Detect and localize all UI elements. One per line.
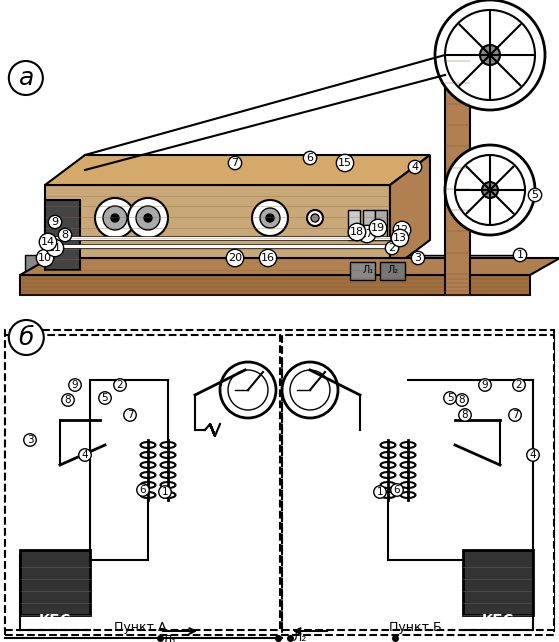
Polygon shape	[45, 155, 430, 185]
Text: 13: 13	[393, 233, 407, 243]
Polygon shape	[45, 200, 80, 270]
Text: 5: 5	[102, 393, 108, 403]
Text: 17: 17	[360, 229, 374, 239]
Text: 2: 2	[516, 380, 522, 390]
Bar	[375, 210, 387, 240]
Text: 3: 3	[27, 435, 34, 445]
Bar	[363, 210, 375, 240]
Text: 1: 1	[162, 487, 168, 497]
Text: 10: 10	[38, 253, 52, 263]
Bar	[5, 335, 280, 630]
Polygon shape	[390, 155, 430, 270]
Bar	[282, 335, 554, 630]
Text: 8: 8	[459, 395, 465, 405]
Text: Пункт Б: Пункт Б	[389, 621, 441, 634]
Text: 4: 4	[411, 162, 419, 172]
Text: 2: 2	[389, 243, 396, 253]
Text: 19: 19	[371, 223, 385, 233]
Polygon shape	[20, 258, 559, 275]
Text: 7: 7	[127, 410, 133, 420]
Text: КБС: КБС	[482, 613, 514, 627]
Text: 5: 5	[532, 190, 538, 200]
Circle shape	[111, 214, 119, 222]
Text: 20: 20	[228, 253, 242, 263]
Bar	[350, 262, 375, 280]
Text: 16: 16	[261, 253, 275, 263]
Circle shape	[311, 214, 319, 222]
Text: 6: 6	[140, 485, 146, 495]
Text: 9: 9	[482, 380, 489, 390]
Text: 14: 14	[41, 237, 55, 247]
Text: 6: 6	[306, 153, 314, 163]
Text: 9: 9	[51, 217, 59, 227]
Bar	[45, 244, 390, 248]
Circle shape	[445, 145, 535, 235]
Circle shape	[103, 206, 127, 230]
Text: 1: 1	[517, 250, 523, 260]
Text: Л₁: Л₁	[362, 265, 373, 275]
Bar	[45, 236, 390, 240]
Text: 8: 8	[61, 230, 69, 240]
Circle shape	[128, 198, 168, 238]
Circle shape	[266, 214, 274, 222]
Text: Л₂: Л₂	[293, 631, 307, 642]
Circle shape	[136, 206, 160, 230]
Circle shape	[260, 208, 280, 228]
Polygon shape	[25, 255, 520, 280]
Polygon shape	[445, 40, 470, 295]
Text: 7: 7	[231, 158, 239, 168]
Text: 2: 2	[117, 380, 124, 390]
Text: 11: 11	[48, 243, 62, 253]
Circle shape	[220, 362, 276, 418]
Text: $\mathit{б}$: $\mathit{б}$	[18, 325, 35, 350]
Text: 5: 5	[447, 393, 453, 403]
Circle shape	[480, 45, 500, 65]
Circle shape	[144, 214, 152, 222]
Circle shape	[435, 0, 545, 110]
Bar	[463, 550, 533, 615]
Text: Л₁: Л₁	[163, 634, 177, 642]
Text: 3: 3	[415, 253, 421, 263]
Circle shape	[282, 362, 338, 418]
Text: 8: 8	[65, 395, 72, 405]
Text: 9: 9	[72, 380, 78, 390]
Bar	[20, 550, 90, 615]
Bar	[5, 330, 554, 635]
Text: 6: 6	[394, 485, 400, 495]
Text: КБС: КБС	[39, 613, 71, 627]
Text: 4: 4	[82, 450, 88, 460]
Text: 8: 8	[462, 410, 468, 420]
Circle shape	[252, 200, 288, 236]
Text: 4: 4	[530, 450, 536, 460]
Text: $\mathit{a}$: $\mathit{a}$	[18, 66, 34, 90]
Circle shape	[95, 198, 135, 238]
Text: Л₂: Л₂	[387, 265, 399, 275]
Bar	[380, 262, 405, 280]
Bar	[348, 210, 360, 240]
Polygon shape	[20, 275, 530, 295]
Text: 15: 15	[338, 158, 352, 168]
Circle shape	[307, 210, 323, 226]
Polygon shape	[45, 185, 390, 270]
Text: 1: 1	[377, 487, 383, 497]
Circle shape	[482, 182, 498, 198]
Text: Пункт А: Пункт А	[113, 621, 166, 634]
Text: 18: 18	[350, 227, 364, 237]
Text: 7: 7	[511, 410, 518, 420]
Text: 12: 12	[395, 225, 409, 235]
